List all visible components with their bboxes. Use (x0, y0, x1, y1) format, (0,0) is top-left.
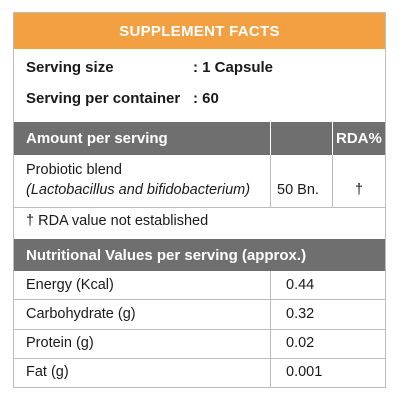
servings-per-container-value: : 60 (193, 90, 219, 107)
column-divider (332, 155, 333, 207)
amount-header-row: Amount per serving RDA% (14, 122, 385, 155)
probiotic-blend-subname: (Lactobacillus and bifidobacterium) (26, 182, 251, 198)
servings-per-container-label: Serving per container (26, 90, 181, 107)
serving-size-line: Serving size : 1 Capsule (26, 59, 273, 76)
nutrition-header-label-cell: Nutritional Values per serving (approx.) (26, 239, 306, 271)
nutrition-row-name: Carbohydrate (g) (26, 306, 136, 322)
nutrition-row-value: 0.32 (286, 306, 315, 322)
nutrition-header-row: Nutritional Values per serving (approx.) (14, 239, 385, 271)
header-divider (332, 122, 333, 155)
rda-header-label: RDA% (336, 130, 382, 147)
column-divider (270, 155, 271, 207)
supplement-facts-label: SUPPLEMENT FACTS Serving size : 1 Capsul… (13, 12, 386, 388)
row-divider (14, 299, 385, 300)
nutrition-row-value: 0.44 (286, 277, 315, 293)
title-bar: SUPPLEMENT FACTS (14, 13, 385, 49)
rda-footnote: † RDA value not established (26, 213, 209, 229)
nutrition-row-value: 0.001 (286, 364, 323, 380)
amount-header-label-cell: Amount per serving (26, 122, 168, 155)
nutrition-row-name: Fat (g) (26, 364, 69, 380)
row-divider (14, 329, 385, 330)
rda-header-cell: RDA% (336, 122, 382, 155)
nutrition-row-value: 0.02 (286, 335, 315, 351)
nutrition-header-label: Nutritional Values per serving (approx.) (26, 246, 307, 264)
servings-per-container-line: Serving per container : 60 (26, 90, 219, 107)
serving-size-label: Serving size (26, 59, 114, 76)
serving-size-value: : 1 Capsule (193, 59, 274, 76)
nutrition-row-name: Energy (Kcal) (26, 277, 114, 293)
label-title: SUPPLEMENT FACTS (119, 22, 280, 40)
header-divider (270, 122, 271, 155)
probiotic-blend-name: Probiotic blend (26, 162, 122, 178)
row-divider (14, 207, 385, 208)
probiotic-blend-rda: † (355, 182, 364, 198)
nutrition-row-name: Protein (g) (26, 335, 94, 351)
amount-header-label: Amount per serving (26, 130, 168, 147)
row-divider (14, 358, 385, 359)
probiotic-blend-amount: 50 Bn. (277, 182, 319, 198)
